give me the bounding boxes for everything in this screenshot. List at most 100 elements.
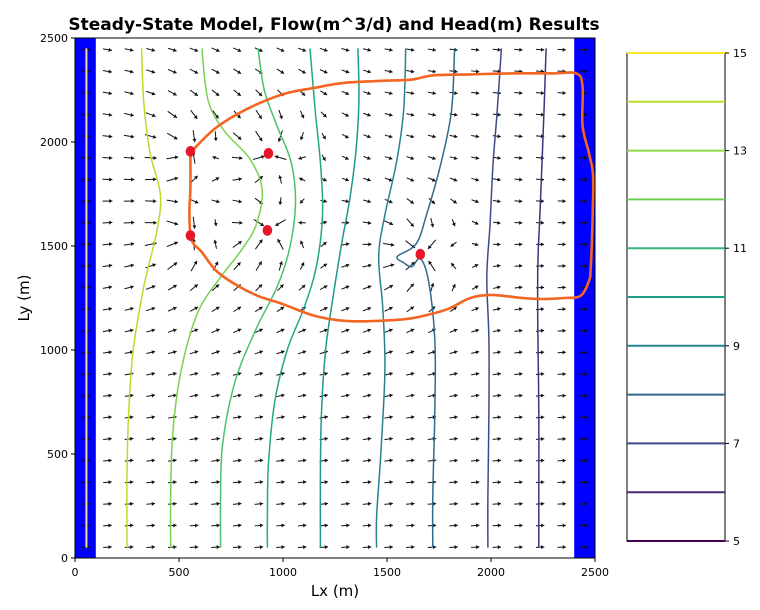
- flow-arrow: [211, 436, 220, 441]
- flow-arrow: [276, 501, 285, 506]
- flow-arrow: [320, 199, 328, 204]
- flow-arrow: [362, 285, 372, 290]
- flow-arrow: [406, 134, 415, 139]
- flow-arrow: [232, 199, 242, 204]
- flow-arrow: [297, 371, 307, 376]
- flow-arrow: [449, 134, 458, 139]
- flow-arrow: [341, 69, 350, 74]
- flow-arrow: [579, 501, 588, 506]
- flow-arrow: [299, 132, 304, 141]
- flow-arrow: [427, 501, 437, 506]
- flow-arrow: [384, 177, 393, 182]
- flow-arrow: [189, 284, 199, 292]
- flow-arrow: [535, 436, 545, 441]
- flow-arrow: [514, 134, 523, 139]
- flow-arrow: [103, 501, 112, 506]
- flow-arrow: [427, 134, 436, 139]
- flow-arrow: [189, 393, 199, 398]
- flow-arrow: [232, 545, 242, 550]
- y-tick-label: 500: [47, 448, 68, 461]
- contour-line-7: [486, 48, 503, 548]
- x-tick-label: 1000: [269, 566, 297, 579]
- flow-arrow: [320, 90, 328, 96]
- well-marker: [263, 148, 274, 159]
- flow-arrow: [450, 198, 458, 204]
- flow-arrow: [341, 350, 350, 355]
- flow-arrow: [299, 198, 305, 204]
- flow-arrow: [363, 91, 372, 96]
- flow-arrow: [406, 306, 415, 313]
- flow-arrow: [471, 91, 480, 96]
- flow-arrow: [123, 177, 135, 182]
- flow-arrow: [492, 436, 502, 441]
- flow-arrow: [233, 89, 242, 97]
- flow-arrow: [492, 328, 501, 333]
- flow-arrow: [124, 436, 134, 441]
- plot-frame: [74, 37, 596, 559]
- flow-arrow: [146, 480, 156, 485]
- flow-arrow: [341, 371, 350, 376]
- well-marker: [262, 225, 273, 236]
- colorbar-tick-label: 15: [733, 47, 747, 60]
- flow-arrow: [470, 436, 480, 441]
- flow-arrow: [189, 68, 199, 74]
- flow-arrow: [254, 480, 264, 485]
- flow-arrow: [449, 156, 458, 160]
- flow-arrow: [384, 480, 393, 485]
- flow-arrow: [341, 263, 350, 268]
- flow-arrow: [384, 545, 393, 550]
- flow-arrow: [406, 371, 415, 376]
- flow-arrow: [341, 199, 350, 204]
- flow-arrow: [166, 241, 179, 248]
- flow-arrow: [232, 523, 242, 528]
- flow-arrow: [103, 480, 112, 485]
- flow-arrow: [233, 47, 242, 52]
- flow-arrow: [492, 480, 502, 485]
- flow-arrow: [492, 458, 502, 463]
- flow-arrow: [189, 415, 199, 420]
- flow-arrow: [341, 436, 350, 441]
- flow-arrow: [168, 458, 177, 463]
- flow-arrow: [211, 350, 220, 355]
- flow-arrow: [276, 306, 285, 312]
- flow-arrow: [299, 240, 305, 249]
- flow-arrow: [362, 242, 372, 247]
- flow-arrow: [493, 263, 501, 268]
- flow-arrow: [449, 177, 458, 182]
- flow-arrow: [362, 545, 372, 550]
- contour-line-13: [169, 48, 264, 548]
- flow-arrow: [449, 415, 458, 420]
- flow-arrow: [146, 415, 156, 420]
- flow-arrow: [406, 480, 415, 485]
- flow-arrow: [103, 523, 112, 528]
- flow-arrow: [168, 545, 177, 550]
- flow-arrow: [471, 263, 479, 269]
- flow-arrow: [471, 350, 480, 355]
- flow-arrow: [514, 480, 523, 485]
- flow-arrow: [406, 218, 415, 228]
- flow-arrow: [254, 415, 264, 420]
- flow-arrow: [471, 371, 480, 376]
- head-contours: [126, 48, 547, 548]
- flow-arrow: [427, 112, 436, 117]
- flow-arrow: [427, 69, 437, 74]
- flow-arrow: [253, 219, 265, 227]
- flow-arrow: [430, 218, 435, 228]
- flow-arrow: [167, 371, 177, 376]
- y-tick-label: 1500: [40, 240, 68, 253]
- flow-arrow: [319, 328, 328, 333]
- flow-arrow: [300, 110, 305, 119]
- flow-arrow: [492, 285, 501, 290]
- flow-arrow: [579, 199, 588, 204]
- flow-arrow: [102, 91, 113, 96]
- flow-arrow: [406, 328, 415, 334]
- flow-arrow: [362, 306, 372, 312]
- flow-arrow: [189, 523, 199, 528]
- flow-arrow: [535, 501, 545, 506]
- flow-arrow: [449, 350, 458, 355]
- flow-arrow: [146, 523, 156, 528]
- chart-title: Steady-State Model, Flow(m^3/d) and Head…: [68, 15, 599, 35]
- flow-arrow: [449, 371, 458, 376]
- flow-arrow: [427, 156, 436, 160]
- flow-arrow: [167, 306, 177, 312]
